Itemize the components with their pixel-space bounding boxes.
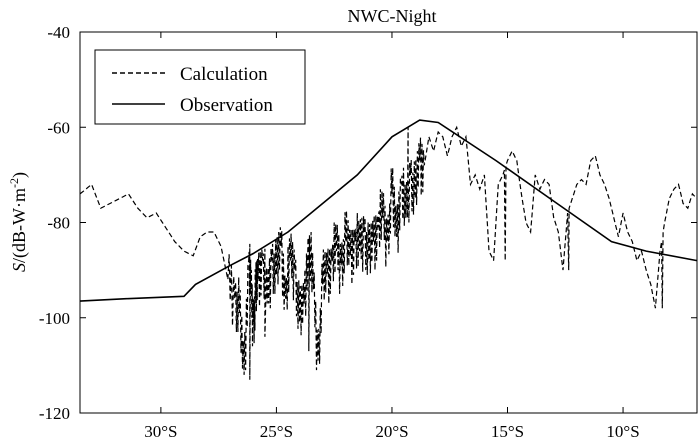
legend-calculation-label: Calculation xyxy=(180,64,268,85)
x-tick-label: 30°S xyxy=(144,422,177,441)
svg-text:S/(dB-W·m-2): S/(dB-W·m-2) xyxy=(7,172,30,272)
y-axis-label-symbol: S xyxy=(9,263,29,272)
y-axis-label-exponent: -2 xyxy=(7,178,21,188)
y-tick-label: -100 xyxy=(39,309,70,328)
x-tick-label: 20°S xyxy=(375,422,408,441)
y-axis-label-unit: /(dB-W·m xyxy=(9,188,30,263)
plot-area xyxy=(79,119,698,380)
x-tick-label: 25°S xyxy=(260,422,293,441)
y-tick-label: -120 xyxy=(39,404,70,423)
chart-title: NWC-Night xyxy=(348,6,437,26)
y-tick-label: -60 xyxy=(47,118,70,137)
y-tick-label: -40 xyxy=(47,23,70,42)
x-tick-label: 15°S xyxy=(491,422,524,441)
y-axis-label-close: ) xyxy=(9,172,30,178)
legend-box xyxy=(94,49,306,125)
axis-ticks: 30°S 25°S 20°S 15°S 10°S -40 -60 -80 -100 -120 xyxy=(39,23,697,441)
legend-observation-label: Observation xyxy=(180,95,273,116)
x-tick-label: 10°S xyxy=(606,422,639,441)
legend: Calculation Observation xyxy=(94,49,306,125)
series-observation-line xyxy=(79,119,698,302)
y-tick-label: -80 xyxy=(47,214,70,233)
y-axis-label: S/(dB-W·m-2) xyxy=(7,172,30,272)
series-calculation-line xyxy=(79,125,698,380)
